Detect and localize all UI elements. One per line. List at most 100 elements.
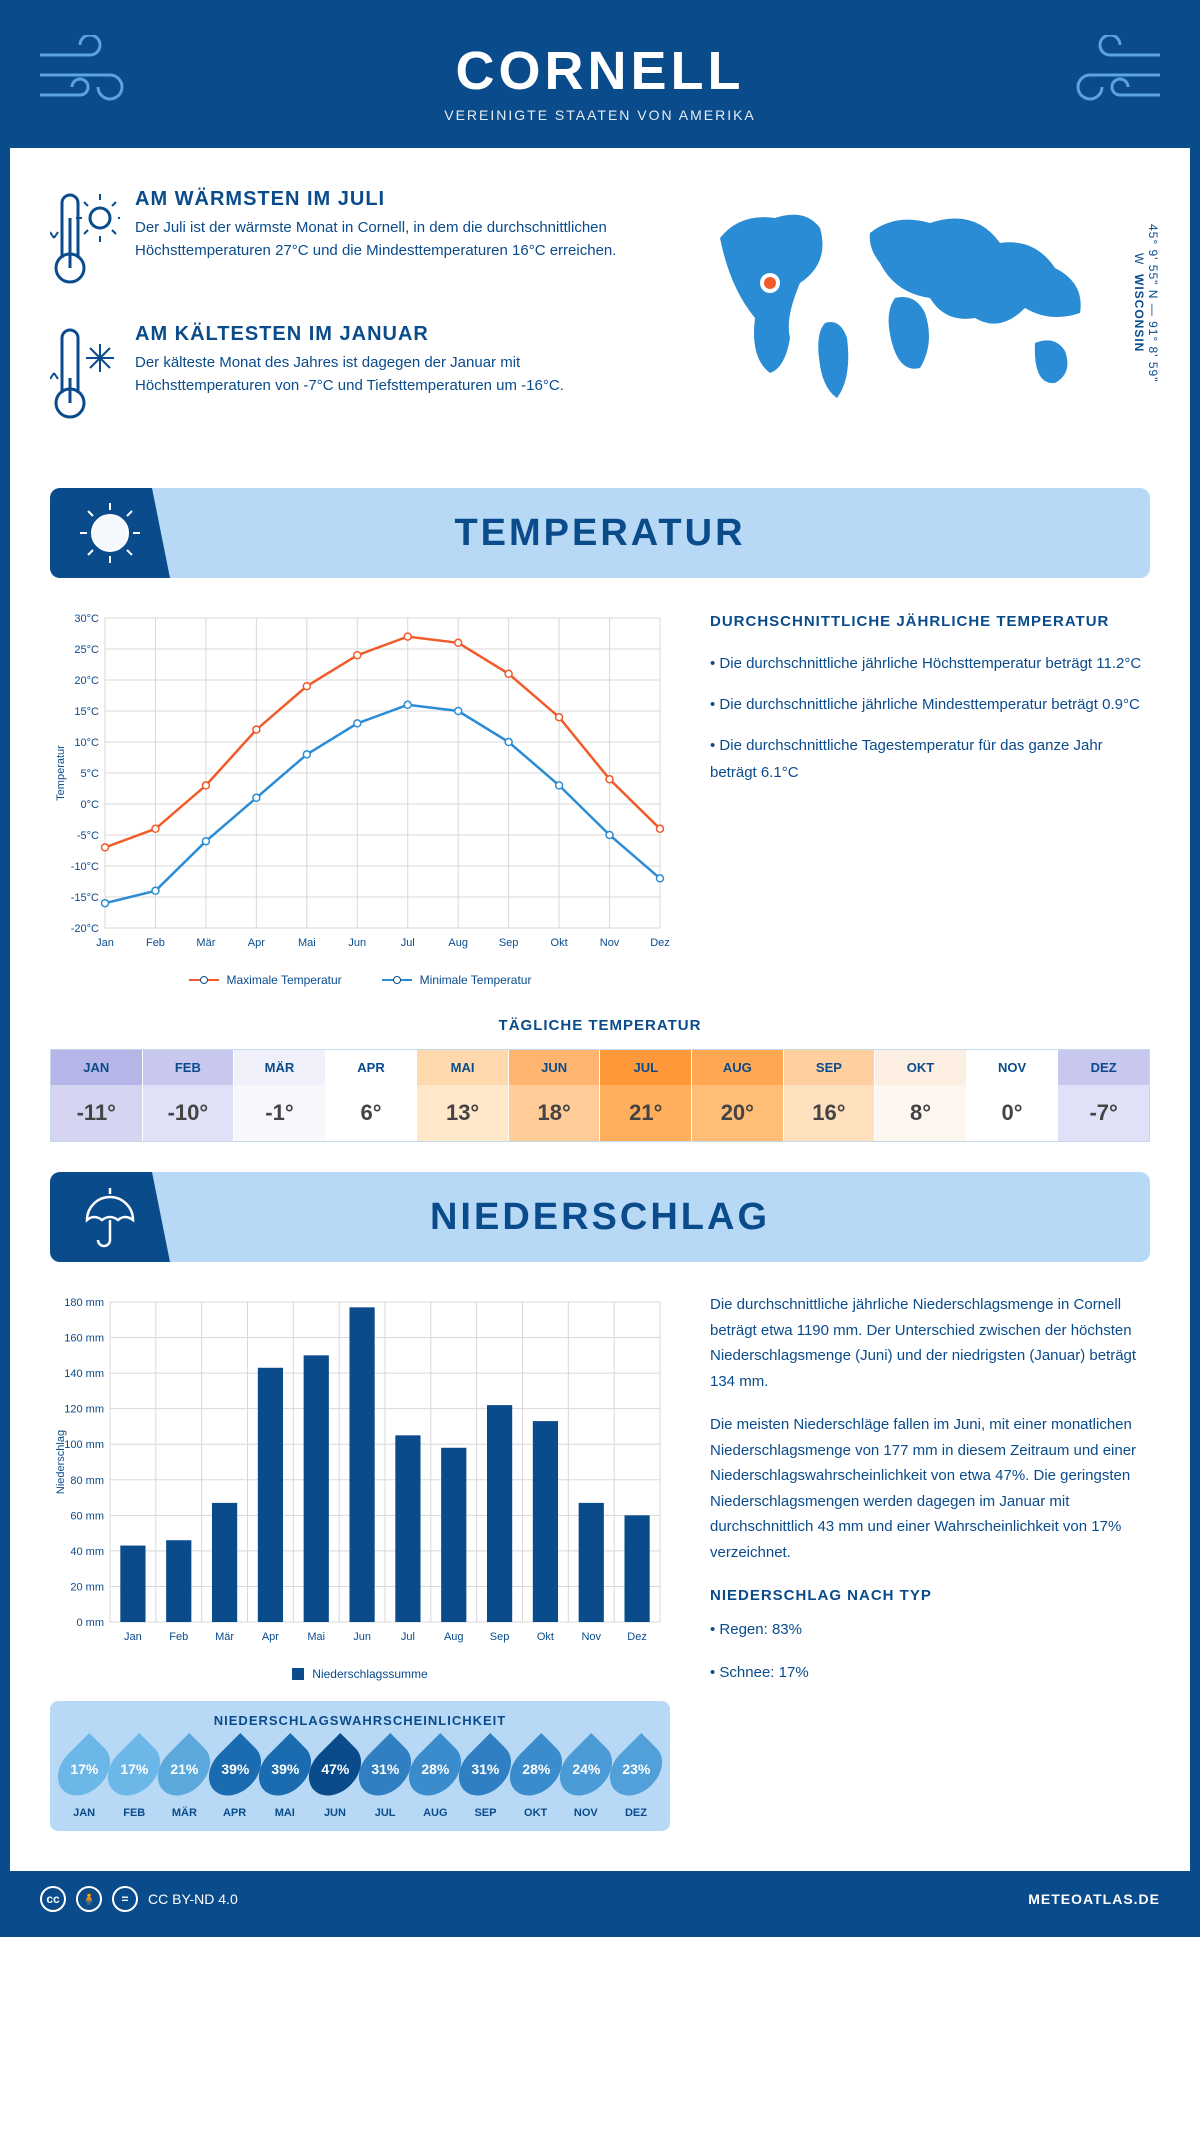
- warmest-title: AM WÄRMSTEN IM JULI: [135, 188, 650, 211]
- warmest-text: Der Juli ist der wärmste Monat in Cornel…: [135, 217, 650, 262]
- probability-drop: 47% JUN: [313, 1740, 357, 1819]
- svg-text:Mär: Mär: [196, 937, 215, 949]
- svg-text:0°C: 0°C: [81, 799, 100, 811]
- table-cell: APR 6°: [326, 1050, 418, 1141]
- svg-text:Aug: Aug: [448, 937, 468, 949]
- table-cell: FEB -10°: [143, 1050, 235, 1141]
- coldest-text: Der kälteste Monat des Jahres ist dagege…: [135, 352, 650, 397]
- probability-drop: 28% OKT: [514, 1740, 558, 1819]
- section-title: NIEDERSCHLAG: [170, 1196, 1150, 1239]
- probability-drop: 39% APR: [213, 1740, 257, 1819]
- footer: cc 🧍 = CC BY-ND 4.0 METEOATLAS.DE: [10, 1871, 1190, 1927]
- page-title: CORNELL: [10, 40, 1190, 102]
- svg-text:180 mm: 180 mm: [64, 1297, 104, 1309]
- svg-text:Apr: Apr: [262, 1631, 279, 1643]
- probability-drop: 28% AUG: [413, 1740, 457, 1819]
- svg-text:Nov: Nov: [581, 1631, 601, 1643]
- section-title: TEMPERATUR: [170, 512, 1150, 555]
- probability-drop: 17% FEB: [112, 1740, 156, 1819]
- svg-text:Jun: Jun: [348, 937, 366, 949]
- by-icon: 🧍: [76, 1886, 102, 1912]
- svg-text:25°C: 25°C: [74, 644, 99, 656]
- svg-text:-15°C: -15°C: [71, 892, 99, 904]
- svg-text:Jan: Jan: [124, 1631, 142, 1643]
- climate-summary: AM WÄRMSTEN IM JULI Der Juli ist der wär…: [50, 188, 650, 458]
- coordinates: 45° 9' 55" N — 91° 8' 59" W WISCONSIN: [1132, 188, 1160, 418]
- svg-text:20 mm: 20 mm: [70, 1581, 104, 1593]
- legend-max: Maximale Temperatur: [189, 973, 342, 987]
- header: CORNELL VEREINIGTE STAATEN VON AMERIKA: [10, 10, 1190, 148]
- temperature-info: DURCHSCHNITTLICHE JÄHRLICHE TEMPERATUR •…: [710, 608, 1150, 987]
- daily-temp-table: JAN -11° FEB -10° MÄR -1° APR 6° MAI 13°…: [50, 1049, 1150, 1142]
- license-text: CC BY-ND 4.0: [148, 1891, 238, 1907]
- svg-text:Jan: Jan: [96, 937, 114, 949]
- nd-icon: =: [112, 1886, 138, 1912]
- precipitation-banner: NIEDERSCHLAG: [50, 1172, 1150, 1262]
- wind-icon: [1050, 35, 1170, 115]
- legend-precip: Niederschlagssumme: [292, 1667, 427, 1681]
- precipitation-info: Die durchschnittliche jährliche Niedersc…: [710, 1292, 1150, 1831]
- site-name: METEOATLAS.DE: [1028, 1891, 1160, 1907]
- svg-text:Nov: Nov: [600, 937, 620, 949]
- daily-temp-title: TÄGLICHE TEMPERATUR: [50, 1017, 1150, 1034]
- probability-drop: 23% DEZ: [614, 1740, 658, 1819]
- svg-text:Sep: Sep: [499, 937, 519, 949]
- probability-drop: 21% MÄR: [162, 1740, 206, 1819]
- table-cell: JAN -11°: [51, 1050, 143, 1141]
- svg-text:Aug: Aug: [444, 1631, 464, 1643]
- precipitation-bar-chart: 0 mm20 mm40 mm60 mm80 mm100 mm120 mm140 …: [50, 1292, 670, 1681]
- table-cell: SEP 16°: [784, 1050, 876, 1141]
- svg-text:Apr: Apr: [248, 937, 265, 949]
- svg-text:Jul: Jul: [401, 937, 415, 949]
- cc-icon: cc: [40, 1886, 66, 1912]
- svg-text:Temperatur: Temperatur: [55, 745, 67, 801]
- svg-text:20°C: 20°C: [74, 675, 99, 687]
- svg-text:160 mm: 160 mm: [64, 1333, 104, 1345]
- svg-text:Dez: Dez: [650, 937, 670, 949]
- thermometer-cold-icon: [50, 323, 120, 428]
- svg-text:5°C: 5°C: [81, 768, 100, 780]
- probability-drop: 17% JAN: [62, 1740, 106, 1819]
- svg-text:Okt: Okt: [537, 1631, 554, 1643]
- table-cell: MÄR -1°: [234, 1050, 326, 1141]
- svg-text:-20°C: -20°C: [71, 923, 99, 935]
- svg-text:0 mm: 0 mm: [77, 1617, 105, 1629]
- svg-text:140 mm: 140 mm: [64, 1368, 104, 1380]
- svg-text:10°C: 10°C: [74, 737, 99, 749]
- thermometer-hot-icon: [50, 188, 120, 293]
- table-cell: OKT 8°: [875, 1050, 967, 1141]
- svg-text:Sep: Sep: [490, 1631, 510, 1643]
- svg-text:Feb: Feb: [146, 937, 165, 949]
- svg-text:-10°C: -10°C: [71, 861, 99, 873]
- coldest-title: AM KÄLTESTEN IM JANUAR: [135, 323, 650, 346]
- umbrella-icon: [50, 1172, 170, 1262]
- world-map: 45° 9' 55" N — 91° 8' 59" W WISCONSIN: [690, 188, 1150, 458]
- svg-text:40 mm: 40 mm: [70, 1546, 104, 1558]
- svg-text:Dez: Dez: [627, 1631, 647, 1643]
- table-cell: JUN 18°: [509, 1050, 601, 1141]
- svg-text:Jun: Jun: [353, 1631, 371, 1643]
- svg-text:Niederschlag: Niederschlag: [55, 1430, 67, 1494]
- svg-text:Feb: Feb: [169, 1631, 188, 1643]
- svg-text:Mai: Mai: [307, 1631, 325, 1643]
- wind-icon: [30, 35, 150, 115]
- probability-drop: 31% SEP: [463, 1740, 507, 1819]
- svg-text:Okt: Okt: [551, 937, 568, 949]
- svg-text:Jul: Jul: [401, 1631, 415, 1643]
- svg-text:100 mm: 100 mm: [64, 1439, 104, 1451]
- svg-text:80 mm: 80 mm: [70, 1475, 104, 1487]
- table-cell: AUG 20°: [692, 1050, 784, 1141]
- temperature-banner: TEMPERATUR: [50, 488, 1150, 578]
- table-cell: NOV 0°: [967, 1050, 1059, 1141]
- sun-icon: [50, 488, 170, 578]
- probability-drop: 31% JUL: [363, 1740, 407, 1819]
- svg-text:-5°C: -5°C: [77, 830, 99, 842]
- probability-drop: 39% MAI: [263, 1740, 307, 1819]
- svg-text:Mai: Mai: [298, 937, 316, 949]
- svg-text:60 mm: 60 mm: [70, 1510, 104, 1522]
- table-cell: DEZ -7°: [1058, 1050, 1149, 1141]
- svg-text:Mär: Mär: [215, 1631, 234, 1643]
- table-cell: MAI 13°: [417, 1050, 509, 1141]
- page-subtitle: VEREINIGTE STAATEN VON AMERIKA: [10, 107, 1190, 123]
- svg-text:30°C: 30°C: [74, 613, 99, 625]
